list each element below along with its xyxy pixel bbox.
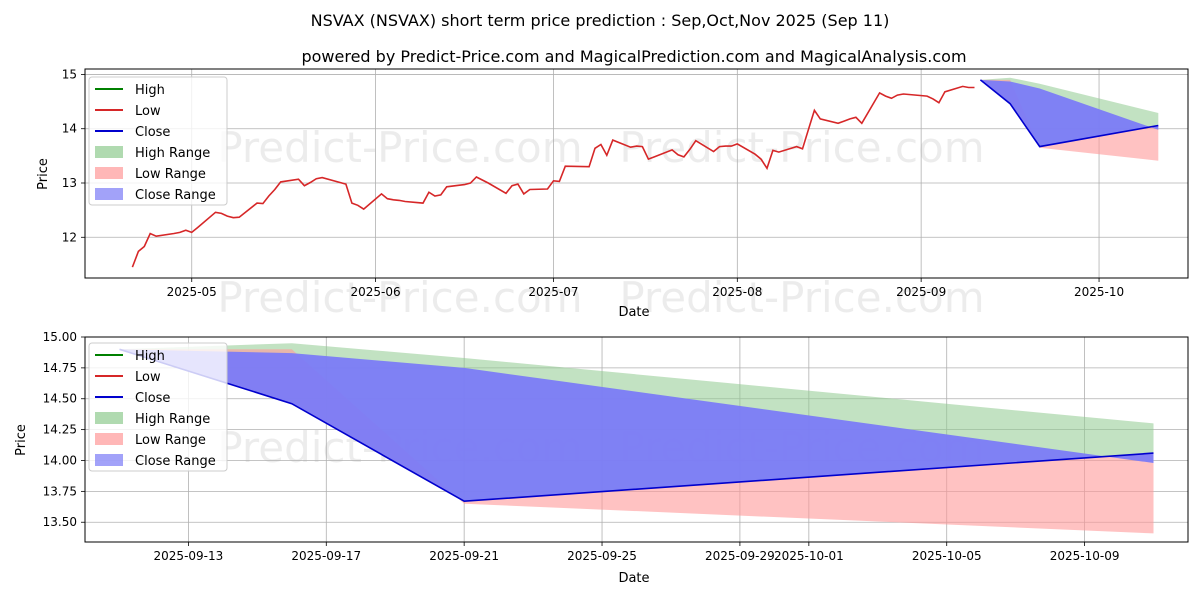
- legend-label: High Range: [135, 412, 210, 427]
- legend-label: Close: [135, 125, 170, 140]
- close-range-band: [980, 79, 1159, 147]
- legend-label: Low: [135, 104, 161, 119]
- axes: 2025-09-13 2025-09-17 2025-09-21 2025-09-25…: [43, 330, 1120, 563]
- legend: High Low Close High Range Low Range Close Ran…: [88, 342, 228, 472]
- y-tick-label: 12: [62, 230, 77, 244]
- low-series-line: [131, 85, 975, 268]
- y-axis-label: Price: [36, 158, 51, 190]
- price-history-panel: Predict-Price.com Predict-Price.com Pred…: [36, 67, 1189, 322]
- watermark: Predict-Price.com: [217, 123, 582, 172]
- close-series-line: [979, 79, 1159, 148]
- series-clip: [119, 343, 1154, 534]
- x-tick-label: 2025-09: [896, 285, 946, 299]
- low-range-band: [119, 349, 1154, 534]
- y-tick-label: 15: [62, 67, 77, 81]
- low-range-band: [980, 79, 1159, 161]
- plot-frame: [84, 68, 1189, 279]
- legend-swatch: [95, 188, 123, 200]
- x-axis-label: Date: [618, 571, 649, 586]
- legend-label: High Range: [135, 146, 210, 161]
- y-tick-label: 13.50: [43, 515, 77, 529]
- x-tick-label: 2025-09-29: [705, 549, 775, 563]
- x-tick-label: 2025-10-05: [912, 549, 982, 563]
- legend-label: Close Range: [135, 188, 216, 203]
- y-tick-label: 14.50: [43, 392, 77, 406]
- x-tick-label: 2025-08: [712, 285, 762, 299]
- close-range-band: [119, 349, 1154, 502]
- x-tick-label: 2025-10: [1074, 285, 1124, 299]
- chart-subtitle: powered by Predict-Price.com and Magical…: [301, 47, 966, 66]
- axes: 2025-05 2025-06 2025-07 2025-08 2025-09 2025-…: [62, 67, 1124, 299]
- grid: [85, 69, 1188, 278]
- legend-box: [88, 76, 228, 206]
- x-tick-label: 2025-06: [351, 285, 401, 299]
- y-tick-label: 15.00: [43, 330, 77, 344]
- legend: High Low Close High Range Low Range Close Ran…: [88, 76, 228, 206]
- forecast-zoom-panel: Predict-Price.com Predict-Price.com 2025…: [14, 330, 1189, 586]
- y-tick-label: 13.75: [43, 484, 77, 498]
- y-tick-label: 13: [62, 176, 77, 190]
- x-axis-label: Date: [618, 305, 649, 320]
- watermark: Predict-Price.com: [619, 273, 984, 322]
- legend-label: Low Range: [135, 433, 206, 448]
- x-tick-label: 2025-09-13: [154, 549, 224, 563]
- x-tick-label: 2025-09-21: [429, 549, 499, 563]
- legend-swatch: [95, 454, 123, 466]
- legend-swatch: [95, 433, 123, 445]
- x-tick-label: 2025-05: [167, 285, 217, 299]
- plot-frame: [84, 336, 1189, 543]
- x-tick-label: 2025-10-09: [1050, 549, 1120, 563]
- legend-swatch: [95, 412, 123, 424]
- y-tick-label: 14.00: [43, 453, 77, 467]
- plot-area: [85, 69, 1188, 278]
- y-axis-label: Price: [14, 424, 29, 456]
- series: [119, 343, 1154, 534]
- legend-swatch: [95, 146, 123, 158]
- legend-box: [88, 342, 228, 472]
- legend-label: High: [135, 349, 165, 364]
- x-tick-label: 2025-09-25: [567, 549, 637, 563]
- series: [131, 77, 1159, 268]
- legend-label: Low: [135, 370, 161, 385]
- legend-label: Low Range: [135, 167, 206, 182]
- legend-label: Close: [135, 391, 170, 406]
- y-tick-label: 14: [62, 122, 77, 136]
- x-tick-label: 2025-10-01: [774, 549, 844, 563]
- legend-swatch: [95, 167, 123, 179]
- x-tick-label: 2025-07: [528, 285, 578, 299]
- series-clip: [131, 77, 1159, 268]
- watermark: Predict-Price.com: [217, 273, 582, 322]
- x-tick-label: 2025-09-17: [291, 549, 361, 563]
- y-tick-label: 14.75: [43, 361, 77, 375]
- watermark: Predict-Price.com: [619, 123, 984, 172]
- chart-title: NSVAX (NSVAX) short term price predictio…: [311, 11, 890, 30]
- y-tick-label: 14.25: [43, 423, 77, 437]
- legend-label: Close Range: [135, 454, 216, 469]
- legend-label: High: [135, 83, 165, 98]
